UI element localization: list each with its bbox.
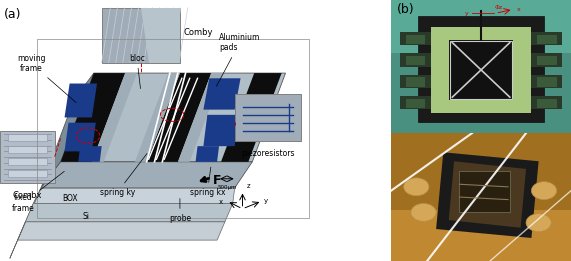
- Text: x: x: [517, 7, 521, 12]
- Polygon shape: [65, 123, 96, 151]
- Text: piezoresistors: piezoresistors: [241, 149, 295, 158]
- Polygon shape: [449, 161, 526, 228]
- FancyBboxPatch shape: [0, 130, 55, 183]
- Text: spring kx: spring kx: [190, 167, 225, 197]
- FancyBboxPatch shape: [537, 98, 557, 108]
- FancyBboxPatch shape: [391, 0, 571, 133]
- Polygon shape: [41, 73, 94, 188]
- Text: bloc: bloc: [129, 54, 145, 88]
- FancyBboxPatch shape: [449, 40, 513, 100]
- Polygon shape: [10, 222, 26, 258]
- Circle shape: [532, 182, 557, 200]
- Polygon shape: [221, 73, 282, 162]
- FancyBboxPatch shape: [391, 0, 571, 53]
- FancyBboxPatch shape: [418, 16, 544, 122]
- FancyBboxPatch shape: [8, 170, 47, 177]
- FancyBboxPatch shape: [431, 27, 532, 113]
- FancyBboxPatch shape: [235, 94, 301, 141]
- Text: probe: probe: [169, 199, 191, 223]
- Polygon shape: [92, 73, 137, 162]
- FancyBboxPatch shape: [405, 56, 425, 65]
- FancyBboxPatch shape: [391, 210, 571, 261]
- Polygon shape: [135, 73, 180, 162]
- Polygon shape: [141, 8, 180, 63]
- Text: F: F: [213, 174, 222, 187]
- Text: Φz: Φz: [495, 5, 503, 10]
- Text: (b): (b): [396, 3, 414, 16]
- Text: moving
frame: moving frame: [17, 54, 76, 103]
- Polygon shape: [61, 73, 125, 162]
- Text: x: x: [219, 199, 223, 205]
- FancyBboxPatch shape: [102, 8, 180, 63]
- Text: (a): (a): [4, 8, 21, 21]
- FancyBboxPatch shape: [405, 77, 425, 87]
- Polygon shape: [195, 146, 219, 162]
- Text: y: y: [264, 198, 268, 204]
- Polygon shape: [61, 73, 286, 162]
- FancyBboxPatch shape: [405, 98, 425, 108]
- FancyBboxPatch shape: [532, 75, 562, 88]
- Polygon shape: [41, 162, 252, 188]
- Text: Si: Si: [83, 212, 90, 221]
- FancyBboxPatch shape: [8, 158, 47, 165]
- Text: Aluminium
pads: Aluminium pads: [216, 33, 260, 86]
- FancyBboxPatch shape: [8, 146, 47, 153]
- Text: spring ky: spring ky: [100, 153, 147, 197]
- FancyBboxPatch shape: [400, 96, 431, 109]
- FancyBboxPatch shape: [537, 77, 557, 87]
- FancyBboxPatch shape: [537, 35, 557, 44]
- FancyBboxPatch shape: [537, 56, 557, 65]
- Text: z: z: [247, 183, 250, 189]
- Text: 500μm: 500μm: [217, 185, 236, 190]
- Text: Comby: Comby: [184, 28, 214, 37]
- FancyBboxPatch shape: [405, 35, 425, 44]
- Polygon shape: [147, 73, 211, 162]
- Polygon shape: [26, 204, 233, 222]
- FancyBboxPatch shape: [400, 75, 431, 88]
- Polygon shape: [178, 73, 223, 162]
- FancyBboxPatch shape: [391, 133, 571, 261]
- FancyBboxPatch shape: [532, 53, 562, 67]
- Text: y: y: [465, 11, 468, 16]
- Circle shape: [411, 204, 436, 221]
- FancyBboxPatch shape: [8, 134, 47, 141]
- Text: Combx: Combx: [13, 191, 42, 199]
- FancyBboxPatch shape: [460, 171, 510, 212]
- Polygon shape: [78, 146, 102, 162]
- Text: fixed
frame: fixed frame: [12, 171, 65, 212]
- FancyBboxPatch shape: [400, 53, 431, 67]
- Polygon shape: [436, 152, 538, 238]
- FancyBboxPatch shape: [400, 32, 431, 45]
- Polygon shape: [203, 78, 240, 110]
- Polygon shape: [18, 222, 225, 240]
- Text: BOX: BOX: [63, 194, 78, 203]
- Circle shape: [404, 178, 429, 196]
- Polygon shape: [26, 188, 41, 222]
- Polygon shape: [33, 188, 235, 204]
- FancyBboxPatch shape: [532, 32, 562, 45]
- Polygon shape: [65, 84, 97, 117]
- FancyBboxPatch shape: [532, 96, 562, 109]
- Circle shape: [526, 214, 551, 232]
- Polygon shape: [203, 115, 239, 146]
